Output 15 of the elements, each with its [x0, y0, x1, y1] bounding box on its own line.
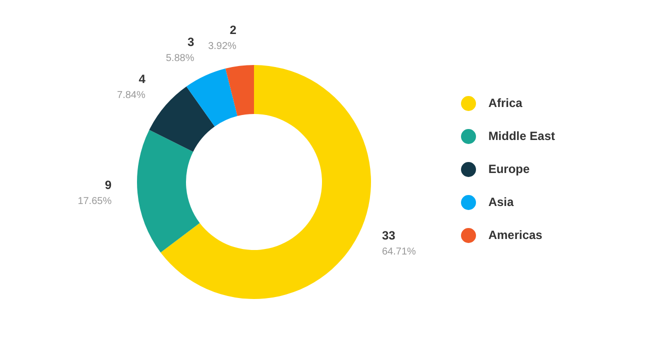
legend-label: Africa: [488, 96, 522, 110]
data-label: 33 64.71%: [382, 228, 416, 258]
legend-label: Europe: [488, 162, 530, 176]
legend-label: Middle East: [488, 129, 555, 143]
legend-label: Americas: [488, 228, 542, 242]
donut-slice: [149, 86, 215, 152]
donut-slice: [137, 130, 200, 253]
data-label: 2 3.92%: [208, 23, 237, 52]
data-label: 9 17.65%: [78, 178, 112, 208]
data-label: 3 5.88%: [166, 35, 195, 64]
data-label: 4 7.84%: [117, 72, 146, 101]
legend-label: Asia: [488, 195, 514, 209]
donut-slice: [160, 65, 371, 299]
donut-slice: [186, 68, 238, 126]
donut-slice: [225, 65, 254, 116]
